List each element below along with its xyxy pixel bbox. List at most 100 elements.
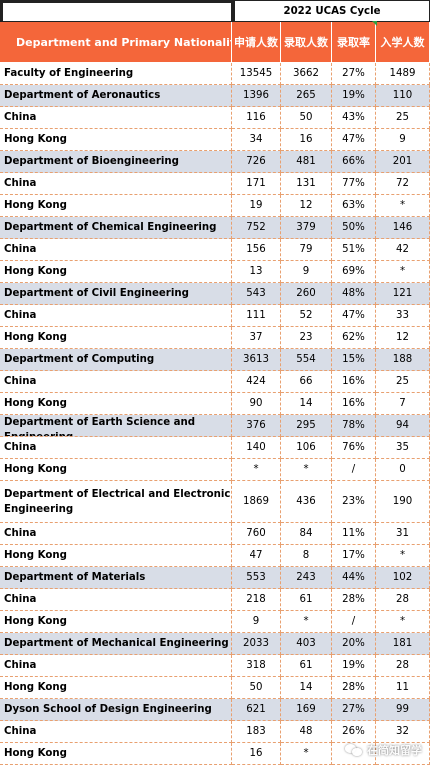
wechat-icon	[345, 743, 363, 757]
row-enrolled-cell: 99	[376, 699, 430, 721]
row-enrolled-cell: 11	[376, 677, 430, 699]
row-offers-cell: 84	[281, 523, 332, 545]
row-offer-rate-cell: 47%	[332, 129, 376, 151]
row-name-cell: Department of Materials	[0, 567, 232, 589]
row-offers-cell: 14	[281, 393, 332, 415]
table-row: Department of Bioengineering 726 481 66% 201	[0, 151, 432, 173]
row-offer-rate-cell: 17%	[332, 545, 376, 567]
table-row: China 156 79 51% 42	[0, 239, 432, 261]
table-row: Department of Chemical Engineering 752 379…	[0, 217, 432, 239]
row-applications-cell: 1869	[232, 481, 281, 523]
table-row: Hong Kong 9 * / *	[0, 611, 432, 633]
row-offers-cell: 131	[281, 173, 332, 195]
header-department: Department and Primary Nationality	[0, 22, 232, 63]
row-applications-cell: 9	[232, 611, 281, 633]
header-row: Department and Primary Nationality 申请人数 …	[0, 22, 432, 63]
row-offer-rate-cell: 16%	[332, 371, 376, 393]
watermark-text: 在简知留学	[367, 744, 422, 757]
row-offers-cell: 260	[281, 283, 332, 305]
row-offer-rate-cell: 19%	[332, 655, 376, 677]
row-enrolled-cell: 32	[376, 721, 430, 743]
row-offer-rate-cell: 27%	[332, 699, 376, 721]
row-offer-rate-cell: 62%	[332, 327, 376, 349]
row-offer-rate-cell: 47%	[332, 305, 376, 327]
row-name-cell: China	[0, 721, 232, 743]
row-offers-cell: 295	[281, 415, 332, 437]
row-enrolled-cell: 190	[376, 481, 430, 523]
row-name-cell: Department of Mechanical Engineering	[0, 633, 232, 655]
table-row: Department of Mechanical Engineering 2033…	[0, 633, 432, 655]
header-offers: 录取人数	[281, 22, 332, 63]
row-applications-cell: 37	[232, 327, 281, 349]
header-enrolled: 入学人数	[376, 22, 430, 63]
row-enrolled-cell: 181	[376, 633, 430, 655]
row-offer-rate-cell: 28%	[332, 589, 376, 611]
row-offer-rate-cell: 50%	[332, 217, 376, 239]
table-row: Hong Kong 47 8 17% *	[0, 545, 432, 567]
row-offer-rate-cell: 28%	[332, 677, 376, 699]
row-offers-cell: 106	[281, 437, 332, 459]
table-row: Department of Computing 3613 554 15% 188	[0, 349, 432, 371]
row-offer-rate-cell: 51%	[332, 239, 376, 261]
row-enrolled-cell: 12	[376, 327, 430, 349]
row-enrolled-cell: 1489	[376, 63, 430, 85]
row-offers-cell: 379	[281, 217, 332, 239]
row-applications-cell: 50	[232, 677, 281, 699]
row-applications-cell: 116	[232, 107, 281, 129]
row-name-cell: Faculty of Engineering	[0, 63, 232, 85]
row-offer-rate-cell: 15%	[332, 349, 376, 371]
row-enrolled-cell: 9	[376, 129, 430, 151]
row-name-cell: Hong Kong	[0, 129, 232, 151]
row-enrolled-cell: 31	[376, 523, 430, 545]
table-row: China 171 131 77% 72	[0, 173, 432, 195]
row-offer-rate-cell: 76%	[332, 437, 376, 459]
table-row: China 183 48 26% 32	[0, 721, 432, 743]
row-applications-cell: 34	[232, 129, 281, 151]
table-row: China 111 52 47% 33	[0, 305, 432, 327]
row-name-cell: Hong Kong	[0, 393, 232, 415]
table-row: China 424 66 16% 25	[0, 371, 432, 393]
row-offer-rate-cell: 43%	[332, 107, 376, 129]
table-body: Faculty of Engineering 13545 3662 27% 1489 De…	[0, 63, 432, 765]
row-name-cell: China	[0, 523, 232, 545]
row-applications-cell: 553	[232, 567, 281, 589]
row-applications-cell: 183	[232, 721, 281, 743]
row-offers-cell: 481	[281, 151, 332, 173]
cycle-row: 2022 UCAS Cycle	[0, 0, 432, 22]
row-offers-cell: 243	[281, 567, 332, 589]
row-offers-cell: 48	[281, 721, 332, 743]
row-offers-cell: 3662	[281, 63, 332, 85]
table-row: Faculty of Engineering 13545 3662 27% 1489	[0, 63, 432, 85]
row-offer-rate-cell: 69%	[332, 261, 376, 283]
table-row: Department of Electrical and Electronic …	[0, 481, 432, 523]
watermark: 在简知留学	[345, 742, 422, 758]
row-offer-rate-cell: 19%	[332, 85, 376, 107]
row-name-cell: Department of Aeronautics	[0, 85, 232, 107]
row-enrolled-cell: 42	[376, 239, 430, 261]
row-applications-cell: 218	[232, 589, 281, 611]
table-row: Hong Kong 90 14 16% 7	[0, 393, 432, 415]
table-row: Department of Civil Engineering 543 260 48%…	[0, 283, 432, 305]
table-row: Hong Kong 50 14 28% 11	[0, 677, 432, 699]
row-offers-cell: *	[281, 459, 332, 481]
row-applications-cell: 47	[232, 545, 281, 567]
row-name-cell: China	[0, 173, 232, 195]
table-row: Dyson School of Design Engineering 621 169…	[0, 699, 432, 721]
row-enrolled-cell: 102	[376, 567, 430, 589]
row-offer-rate-cell: 20%	[332, 633, 376, 655]
row-enrolled-cell: 33	[376, 305, 430, 327]
row-name-cell: China	[0, 371, 232, 393]
row-name-cell: Department of Civil Engineering	[0, 283, 232, 305]
comment-marker	[372, 21, 377, 26]
row-offer-rate-cell: 77%	[332, 173, 376, 195]
row-offer-rate-cell: 44%	[332, 567, 376, 589]
row-name-cell: Department of Chemical Engineering	[0, 217, 232, 239]
row-applications-cell: 140	[232, 437, 281, 459]
row-offers-cell: 16	[281, 129, 332, 151]
row-offer-rate-cell: 16%	[332, 393, 376, 415]
table-row: China 760 84 11% 31	[0, 523, 432, 545]
row-offer-rate-cell: 26%	[332, 721, 376, 743]
row-enrolled-cell: 188	[376, 349, 430, 371]
row-enrolled-cell: 28	[376, 655, 430, 677]
row-applications-cell: *	[232, 459, 281, 481]
